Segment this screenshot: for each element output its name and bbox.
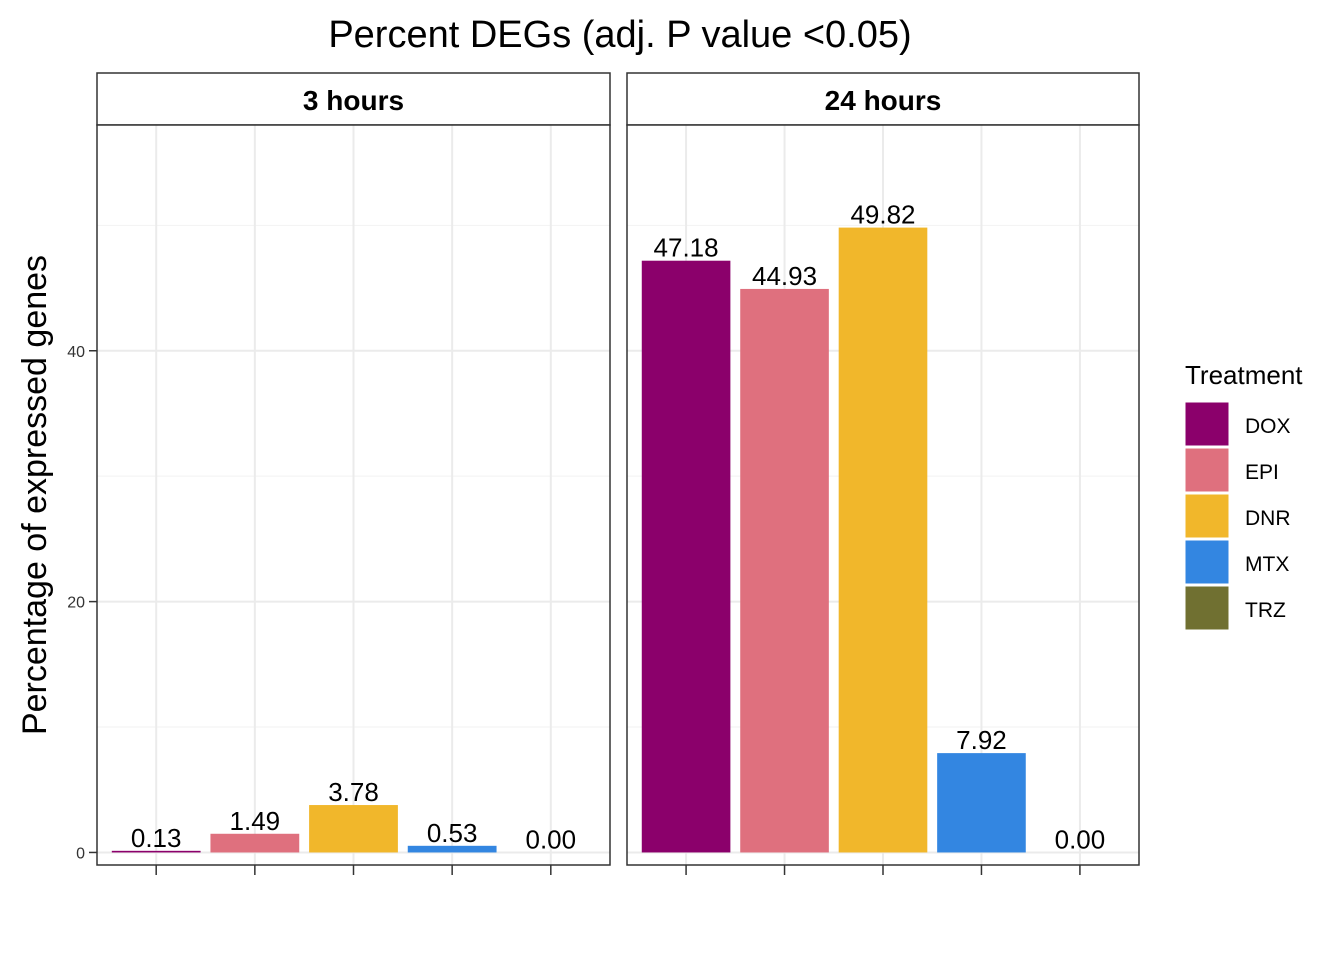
legend-label-dox: DOX — [1245, 415, 1291, 438]
data-label: 7.92 — [956, 725, 1007, 755]
data-label: 0.13 — [131, 823, 182, 853]
legend-title: Treatment — [1185, 360, 1303, 390]
legend-swatch-trz — [1184, 585, 1230, 631]
y-tick-label: 40 — [67, 344, 85, 361]
legend-label-dnr: DNR — [1245, 507, 1291, 530]
data-label: 0.00 — [1055, 824, 1106, 854]
panel-0: 3 hours 0.13 1.49 3.78 0.53 0.00 0 20 40 — [67, 72, 611, 875]
facet-strip-label: 24 hours — [825, 85, 942, 116]
bar-dox — [111, 850, 201, 853]
data-label: 3.78 — [328, 777, 379, 807]
legend-swatch-mtx — [1184, 539, 1230, 585]
legend: Treatment DOX EPI DNR MTX TRZ — [1184, 360, 1303, 631]
panel-1: 24 hours 47.18 44.93 49.82 7.92 0.00 — [626, 72, 1140, 875]
data-label: 47.18 — [654, 233, 719, 263]
data-label: 0.00 — [526, 824, 577, 854]
chart-title: Percent DEGs (adj. P value <0.05) — [328, 14, 911, 56]
y-axis-label: Percentage of expressed genes — [16, 255, 54, 735]
facet-panels: 3 hours 0.13 1.49 3.78 0.53 0.00 0 20 40 24 hours… — [67, 72, 1140, 875]
bar-dox — [641, 260, 731, 853]
bar-dnr — [309, 805, 398, 853]
data-label: 0.53 — [427, 818, 478, 848]
facet-strip-label: 3 hours — [303, 85, 404, 116]
legend-swatch-dox — [1184, 401, 1230, 447]
facet-strip — [96, 72, 611, 126]
panel-border — [96, 124, 611, 866]
panel-border — [626, 124, 1140, 866]
y-tick-label: 20 — [67, 595, 85, 612]
data-label: 49.82 — [850, 200, 915, 230]
legend-swatch-dnr — [1184, 493, 1230, 539]
legend-label-trz: TRZ — [1245, 599, 1286, 622]
bar-mtx — [407, 845, 497, 853]
bar-dnr — [838, 227, 928, 853]
bar-mtx — [937, 753, 1026, 853]
y-tick-label: 0 — [76, 845, 85, 862]
bar-epi — [210, 833, 300, 853]
data-label: 44.93 — [752, 261, 817, 291]
legend-label-mtx: MTX — [1245, 553, 1289, 576]
legend-items: DOX EPI DNR MTX TRZ — [1184, 401, 1291, 631]
data-label: 1.49 — [230, 806, 281, 836]
bar-epi — [740, 288, 829, 853]
facet-strip — [626, 72, 1140, 126]
legend-label-epi: EPI — [1245, 461, 1279, 484]
legend-swatch-epi — [1184, 447, 1230, 493]
